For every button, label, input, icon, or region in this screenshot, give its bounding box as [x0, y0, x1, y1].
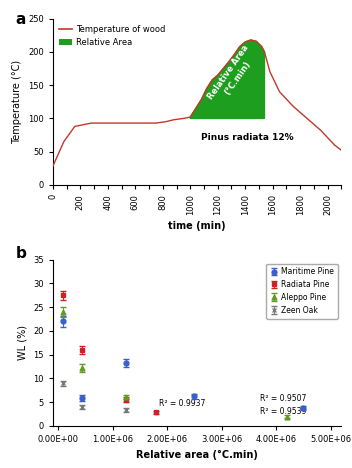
Text: R² = 0.9539: R² = 0.9539: [260, 407, 306, 416]
X-axis label: Relative area (°C.min): Relative area (°C.min): [136, 449, 258, 460]
Y-axis label: WL (%): WL (%): [18, 325, 27, 360]
Polygon shape: [190, 40, 264, 118]
Legend: Temperature of wood, Relative Area: Temperature of wood, Relative Area: [57, 23, 168, 49]
Text: R² = 0.9507: R² = 0.9507: [260, 394, 306, 403]
Text: a: a: [15, 12, 26, 27]
X-axis label: time (min): time (min): [168, 220, 226, 231]
Y-axis label: Temperature (°C): Temperature (°C): [12, 60, 23, 144]
Text: Pinus radiata 12%: Pinus radiata 12%: [201, 133, 294, 142]
Text: R² = 0.9937: R² = 0.9937: [159, 399, 205, 408]
Legend: Maritime Pine, Radiata Pine, Aleppo Pine, Zeen Oak: Maritime Pine, Radiata Pine, Aleppo Pine…: [266, 263, 338, 319]
Text: Relative Area
(°C.min): Relative Area (°C.min): [207, 44, 259, 107]
Text: b: b: [15, 246, 26, 262]
